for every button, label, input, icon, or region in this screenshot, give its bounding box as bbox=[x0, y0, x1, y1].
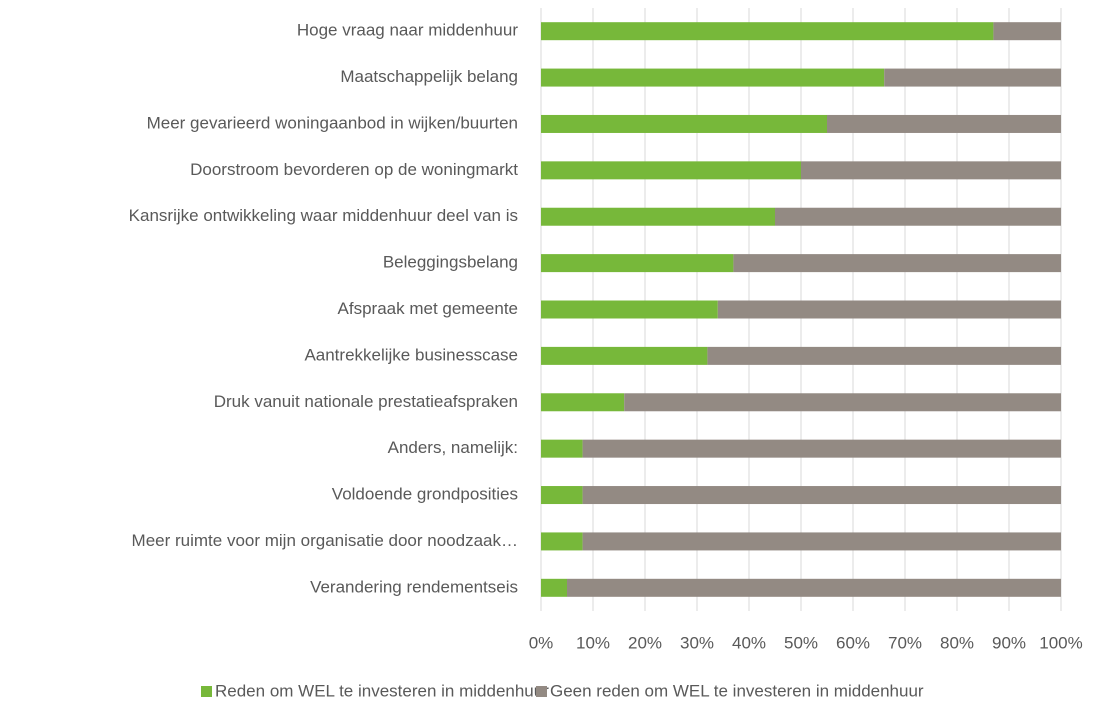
bar bbox=[884, 68, 1061, 87]
bar bbox=[541, 393, 625, 412]
x-tick-label: 40% bbox=[732, 633, 766, 652]
legend-swatch bbox=[201, 686, 212, 697]
x-tick-label: 70% bbox=[888, 633, 922, 652]
bar bbox=[541, 22, 994, 41]
bar bbox=[541, 532, 583, 551]
bar bbox=[541, 486, 583, 505]
x-tick-label: 0% bbox=[529, 633, 554, 652]
bar bbox=[541, 578, 567, 597]
bar bbox=[541, 254, 734, 273]
y-tick-label: Aantrekkelijke businesscase bbox=[304, 345, 518, 364]
legend-swatch bbox=[536, 686, 547, 697]
y-tick-label: Anders, namelijk: bbox=[388, 438, 518, 457]
bar bbox=[541, 68, 885, 87]
bar bbox=[541, 300, 718, 319]
bar bbox=[775, 207, 1061, 226]
legend-label: Reden om WEL te investeren in middenhuur bbox=[215, 681, 549, 700]
bar bbox=[567, 578, 1061, 597]
legend-label: Geen reden om WEL te investeren in midde… bbox=[550, 681, 924, 700]
bar bbox=[582, 486, 1061, 505]
y-tick-label: Doorstroom bevorderen op de woningmarkt bbox=[190, 160, 518, 179]
bar bbox=[993, 22, 1061, 41]
bar bbox=[541, 161, 801, 180]
x-tick-label: 30% bbox=[680, 633, 714, 652]
y-tick-label: Meer gevarieerd woningaanbod in wijken/b… bbox=[147, 113, 518, 132]
y-tick-label: Maatschappelijk belang bbox=[340, 67, 518, 86]
bar bbox=[541, 439, 583, 458]
bar bbox=[582, 439, 1061, 458]
bar bbox=[827, 114, 1061, 133]
x-tick-label: 10% bbox=[576, 633, 610, 652]
bar bbox=[624, 393, 1061, 412]
y-tick-label: Verandering rendementseis bbox=[310, 577, 518, 596]
x-tick-label: 50% bbox=[784, 633, 818, 652]
y-tick-label: Afspraak met gemeente bbox=[338, 299, 518, 318]
y-tick-label: Druk vanuit nationale prestatieafspraken bbox=[214, 392, 518, 411]
x-tick-label: 20% bbox=[628, 633, 662, 652]
x-tick-label: 90% bbox=[992, 633, 1026, 652]
x-tick-label: 60% bbox=[836, 633, 870, 652]
bar bbox=[717, 300, 1061, 319]
x-tick-label: 80% bbox=[940, 633, 974, 652]
y-tick-label: Voldoende grondposities bbox=[332, 485, 518, 504]
y-tick-label: Beleggingsbelang bbox=[383, 253, 518, 272]
y-tick-label: Meer ruimte voor mijn organisatie door n… bbox=[132, 531, 518, 550]
x-tick-label: 100% bbox=[1039, 633, 1082, 652]
y-tick-label: Kansrijke ontwikkeling waar middenhuur d… bbox=[129, 206, 518, 225]
y-tick-label: Hoge vraag naar middenhuur bbox=[297, 21, 518, 40]
bar bbox=[541, 346, 708, 365]
bar bbox=[707, 346, 1061, 365]
bar bbox=[582, 532, 1061, 551]
bar bbox=[541, 207, 775, 226]
bar bbox=[801, 161, 1061, 180]
bar bbox=[541, 114, 827, 133]
bar bbox=[733, 254, 1061, 273]
